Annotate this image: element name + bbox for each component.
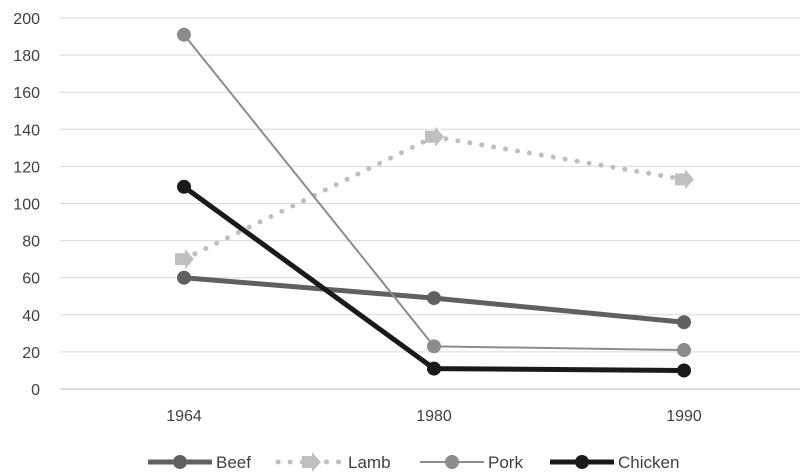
y-tick-label: 120	[13, 159, 40, 176]
series-chicken	[177, 179, 691, 378]
legend-item-chicken: Chicken	[550, 453, 679, 472]
series-lines	[175, 27, 694, 378]
y-tick-label: 160	[13, 85, 40, 102]
data-point	[425, 126, 444, 147]
y-tick-label: 180	[13, 48, 40, 65]
y-tick-label: 80	[22, 234, 40, 251]
y-tick-label: 100	[13, 197, 40, 214]
data-point	[177, 270, 191, 285]
legend-marker	[575, 455, 589, 469]
data-point	[427, 361, 441, 376]
data-point	[677, 343, 691, 358]
legend-marker	[302, 452, 321, 472]
x-tick-label: 1964	[166, 408, 202, 425]
data-point	[175, 249, 194, 270]
y-tick-label: 40	[22, 308, 40, 325]
y-tick-label: 0	[31, 382, 40, 399]
legend-label: Pork	[488, 453, 523, 472]
legend-item-lamb: Lamb	[275, 452, 391, 472]
x-tick-label: 1990	[666, 408, 702, 425]
legend-label: Chicken	[618, 453, 679, 472]
data-point	[177, 179, 191, 194]
series-pork	[177, 27, 691, 358]
legend: Beef Lamb Pork Chicken	[148, 452, 679, 472]
data-point	[177, 27, 191, 42]
y-tick-label: 140	[13, 122, 40, 139]
data-point	[677, 363, 691, 378]
data-point	[677, 315, 691, 330]
x-tick-label: 1980	[416, 408, 452, 425]
series-beef	[177, 270, 691, 330]
legend-label: Beef	[216, 453, 251, 472]
data-point	[675, 169, 694, 190]
legend-item-beef: Beef	[148, 453, 251, 472]
legend-marker	[445, 455, 459, 469]
legend-marker	[173, 455, 187, 469]
y-axis-labels: 0 20 40 60 80 100 120 140 160 180 200	[13, 11, 40, 399]
data-point	[427, 339, 441, 354]
y-tick-label: 60	[22, 271, 40, 288]
x-axis-labels: 1964 1980 1990	[166, 408, 702, 425]
y-tick-label: 200	[13, 11, 40, 28]
legend-label: Lamb	[348, 453, 391, 472]
series-lamb	[175, 126, 694, 270]
legend-item-pork: Pork	[420, 453, 523, 472]
gridlines	[60, 17, 800, 390]
data-point	[427, 291, 441, 306]
y-tick-label: 20	[22, 345, 40, 362]
